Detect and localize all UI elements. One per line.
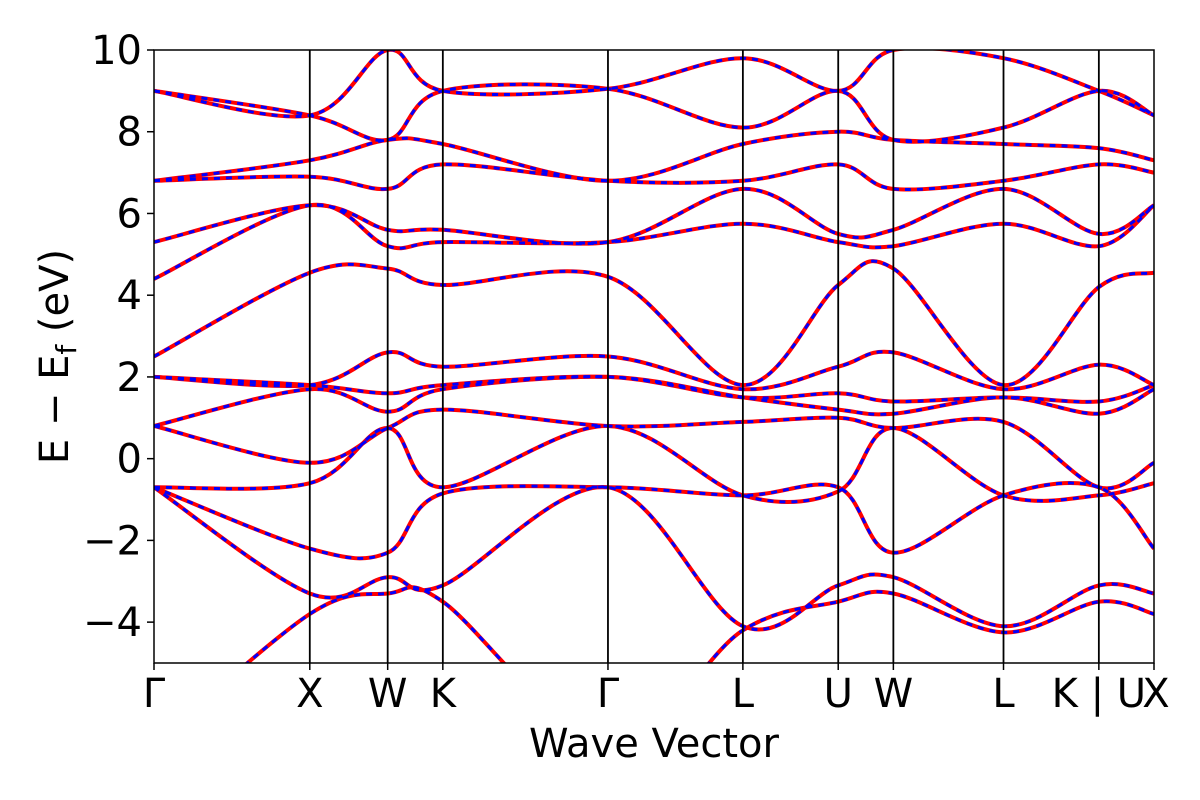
x-tick-label: Γ xyxy=(597,671,620,717)
band-line-blue-5 xyxy=(154,375,1154,428)
y-tick-label: 8 xyxy=(117,110,142,156)
bands-layer xyxy=(154,50,1154,663)
x-tick-label: Γ xyxy=(143,671,166,717)
high-symmetry-lines xyxy=(308,50,1100,663)
y-tick-label: 2 xyxy=(117,355,142,401)
band-line-blue-14 xyxy=(154,50,1154,118)
x-tick-label: X xyxy=(296,671,323,717)
band-line-blue-2 xyxy=(154,481,1154,560)
y-tick-label: 10 xyxy=(91,28,142,74)
band-line-blue-12 xyxy=(154,130,1154,183)
band-line-blue-11 xyxy=(154,162,1154,192)
band-line-blue-9 xyxy=(154,203,1154,281)
y-tick-label: 4 xyxy=(117,273,142,319)
y-axis-ticks: −4 −2 0 2 4 6 8 10 xyxy=(83,28,154,646)
x-tick-label: K | U xyxy=(1052,671,1146,717)
x-axis-title: Wave Vector xyxy=(529,721,780,767)
band-line-blue-6 xyxy=(154,375,1154,404)
band-line-blue-13 xyxy=(154,82,1154,144)
x-tick-label: U xyxy=(824,671,853,717)
band-line-blue-4 xyxy=(154,408,1154,490)
y-tick-label: 6 xyxy=(117,191,142,237)
x-tick-label: L xyxy=(992,671,1015,717)
x-tick-label: K xyxy=(430,671,458,717)
y-axis-title-main: E − E xyxy=(32,355,78,465)
y-tick-label: 0 xyxy=(117,437,142,483)
band-line-blue-8 xyxy=(154,259,1154,387)
band-line-blue-7 xyxy=(154,350,1154,391)
x-tick-label: W xyxy=(874,671,914,717)
y-axis-title: E − Ef (eV) xyxy=(32,249,83,464)
x-tick-label: L xyxy=(732,671,755,717)
y-tick-label: −4 xyxy=(83,600,142,646)
y-axis-title-sub: f xyxy=(50,344,83,355)
x-tick-label: W xyxy=(368,671,408,717)
plot-frame xyxy=(153,49,1155,664)
y-tick-label: −2 xyxy=(83,518,142,564)
x-tick-label: X xyxy=(1142,671,1169,717)
band-line-red-10 xyxy=(154,186,1154,246)
y-axis-title-unit: (eV) xyxy=(32,249,78,345)
